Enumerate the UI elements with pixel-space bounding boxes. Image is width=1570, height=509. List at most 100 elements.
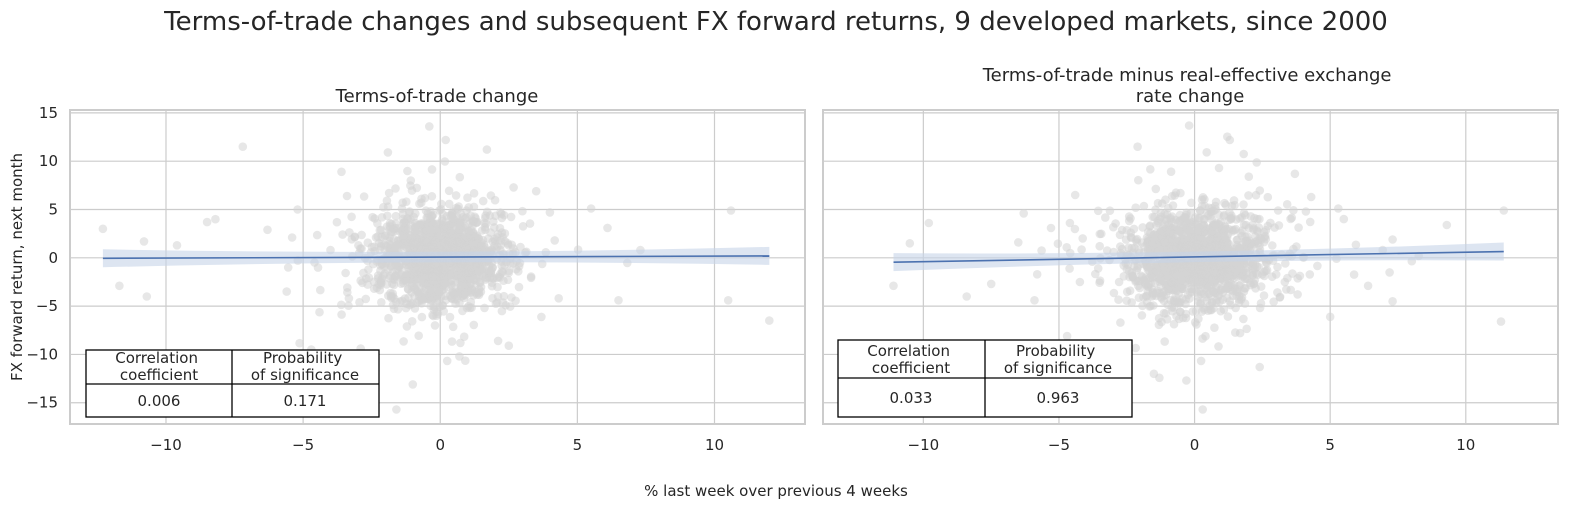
panel-title-right-line1: Terms-of-trade minus real-effective exch… [982,65,1392,86]
scatter-point [531,186,541,196]
stats-header-probability-right-line1: Probability [1016,342,1095,360]
x-tick-label: 0 [435,436,445,454]
scatter-point [412,279,422,289]
scatter-point [465,268,475,277]
scatter-point [1180,262,1189,271]
scatter-point [454,219,463,228]
y-tick-label: 5 [48,201,58,219]
scatter-point [554,294,563,303]
scatter-point [1262,265,1272,275]
scatter-point [497,228,507,237]
scatter-point [1442,220,1452,230]
scatter-point [1271,270,1281,279]
scatter-point [1195,213,1205,223]
scatter-point [1019,209,1028,218]
stats-header-probability-left-line2: of significance [251,366,359,384]
scatter-point [1188,307,1198,316]
scatter-point [343,283,352,292]
scatter-point [1274,221,1284,230]
scatter-point [1097,229,1106,239]
scatter-point [1211,197,1221,207]
scatter-point [1062,331,1072,341]
scatter-point [506,212,516,222]
scatter-point [516,242,525,252]
scatter-point [1246,212,1256,221]
scatter-point [402,322,412,331]
scatter-point [1167,278,1177,287]
scatter-point [1127,298,1136,307]
scatter-point [455,263,465,273]
scatter-point [445,312,455,322]
scatter-point [1268,241,1277,250]
stats-header-correlation-right: Correlation coefficient [867,342,955,377]
y-axis-label: FX forward return, next month [8,153,26,381]
scatter-point [428,272,438,281]
scatter-point [1263,221,1273,231]
scatter-point [356,244,365,253]
scatter-point [1152,266,1161,276]
scatter-point [295,338,304,348]
scatter-point [1305,270,1315,279]
scatter-point [1188,276,1198,286]
scatter-point [1293,274,1302,283]
scatter-point [518,206,527,216]
scatter-point [1197,269,1207,279]
scatter-point [1131,203,1140,212]
scatter-point [396,279,406,289]
panel-right: −10 −5 0 5 10 Terms-of-trade minus real-effe… [822,65,1559,454]
scatter-point [1077,245,1086,254]
scatter-point [283,263,293,272]
scatter-point [1232,287,1241,297]
scatter-point [1224,224,1234,234]
panel-title-left: Terms-of-trade change [335,86,539,107]
scatter-point [398,214,408,224]
scatter-point [420,193,430,203]
scatter-point [468,222,477,231]
scatter-point [417,312,427,322]
scatter-point [1226,300,1235,310]
stats-value-probability-right: 0.963 [1037,389,1080,407]
scatter-point [1146,279,1156,288]
scatter-point [1093,264,1103,273]
scatter-point [1154,320,1164,330]
scatter-point [407,186,417,195]
scatter-point [407,288,416,297]
stats-table-right: Correlation coefficient Probability of s… [837,339,1133,418]
scatter-point [1125,286,1135,296]
scatter-point [1053,239,1063,248]
scatter-point [442,222,451,231]
scatter-point [406,176,416,185]
scatter-point [1250,260,1260,270]
scatter-point [1294,223,1303,232]
scatter-point [1116,242,1125,251]
scatter-point [1235,243,1244,253]
scatter-point [420,294,429,304]
scatter-point [344,294,354,303]
scatter-point [358,278,367,288]
scatter-point [338,230,347,239]
scatter-point [399,337,408,346]
scatter-point [511,296,520,306]
scatter-point [282,287,292,296]
scatter-point [905,239,915,248]
scatter-point [468,240,478,250]
scatter-point [1184,269,1193,278]
scatter-point [98,224,108,234]
scatter-point [1212,234,1221,243]
scatter-point [350,232,360,241]
y-tick-label: 15 [39,104,58,122]
scatter-point [1240,299,1250,308]
scatter-point [1290,169,1300,179]
scatter-point [368,212,377,222]
scatter-point [1070,224,1080,234]
scatter-point [1239,208,1249,218]
scatter-point [1363,281,1373,291]
scatter-point [1388,235,1397,244]
scatter-point [1242,324,1251,334]
scatter-point [1184,121,1194,130]
scatter-point [1078,234,1087,243]
scatter-point [1281,259,1290,268]
scatter-point [442,242,451,251]
scatter-point [1197,307,1207,316]
